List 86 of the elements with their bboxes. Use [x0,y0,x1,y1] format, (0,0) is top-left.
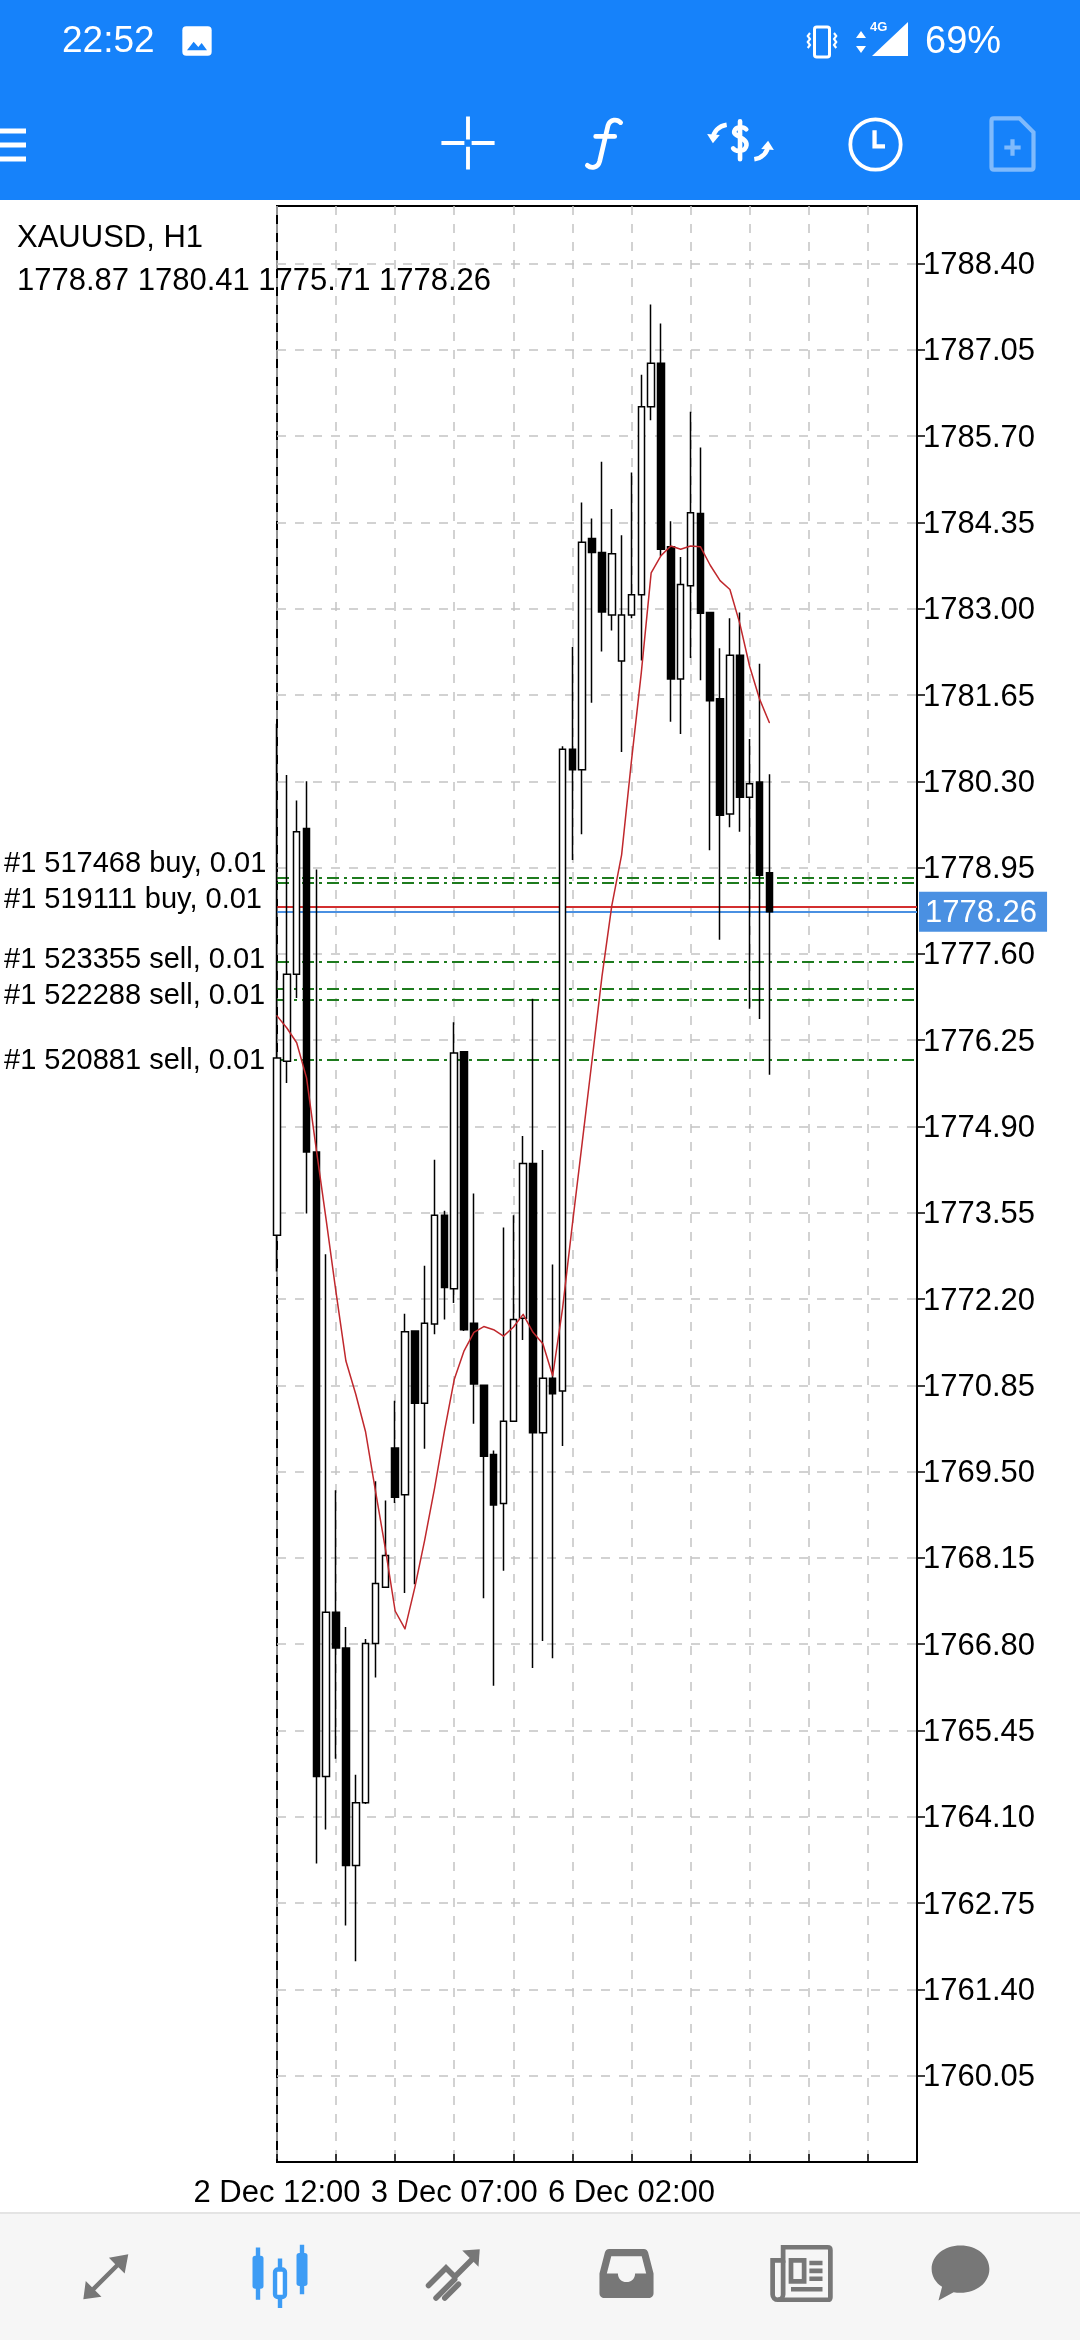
y-tick-label: 1778.95 [923,850,1036,886]
ref-line-label: #1 522288 sell, 0.01 [4,977,266,1010]
candlestick [312,868,321,1865]
candlestick [400,1313,410,1594]
x-tick-label: 6 Dec 02:00 [547,2174,716,2209]
candlestick [420,1265,429,1450]
candlestick [538,1149,548,1642]
x-tick-label: 3 Dec 07:00 [370,2174,538,2209]
candlestick [390,1399,400,1504]
candlestick [430,1158,439,1335]
candlestick [410,1330,420,1585]
y-tick-label: 1762.75 [923,1885,1036,1921]
candlestick [292,799,301,999]
candlestick [440,1210,449,1321]
y-tick-label: 1761.40 [923,1971,1036,2007]
y-tick-label: 1760.05 [923,2058,1036,2094]
candlestick [489,1449,498,1687]
ref-line-label: #1 520881 sell, 0.01 [4,1043,266,1076]
candlestick [548,1263,557,1660]
candlestick [282,774,292,1084]
candlestick [686,411,695,659]
candlestick [351,1773,361,1963]
y-tick-label: 1769.50 [923,1454,1036,1490]
y-tick-label: 1788.40 [923,246,1036,282]
candlestick [528,997,538,1669]
candlestick [765,773,774,1076]
y-tick-label: 1766.80 [923,1626,1036,1662]
y-tick-label: 1781.65 [923,677,1036,713]
chart-title: XAUUSD, H1 [17,219,204,254]
candlestick [518,1135,528,1341]
candlestick [449,1021,459,1304]
y-tick-label: 1768.15 [923,1540,1036,1576]
candlestick [479,1384,489,1599]
text: 4G [870,19,888,34]
candlestick [715,647,725,941]
x-tick-label: 2 Dec 12:00 [193,2174,361,2209]
y-tick-label: 1764.10 [923,1799,1036,1835]
candlestick [696,446,705,682]
candlestick [371,1480,380,1679]
candlestick [321,1253,331,1831]
text: 1778.87 1780.41 1775.71 1778.26 [17,262,492,297]
ref-line-label: #1 517468 buy, 0.01 [4,846,267,879]
candlestick [646,303,656,421]
candlestick [725,617,735,829]
y-tick-label: 1770.85 [923,1367,1036,1403]
candlestick [745,738,754,1010]
text: 22:52 [62,19,155,61]
candlestick [568,646,577,861]
y-tick-label: 1774.90 [923,1108,1036,1144]
candlestick [617,534,626,753]
y-tick-label: 1777.60 [923,936,1036,972]
candlestick [705,611,715,852]
candlestick [755,662,764,1020]
y-tick-label: 1780.30 [923,763,1036,799]
candlestick [302,780,311,1215]
candlestick [627,471,636,620]
y-tick-label: 1772.20 [923,1281,1036,1317]
text: 69% [925,18,1002,62]
y-tick-label: 1785.70 [923,418,1036,454]
candlestick [607,508,617,632]
candlestick [676,556,685,735]
y-tick-label: 1784.35 [923,504,1036,540]
y-tick-label: 1765.45 [923,1713,1036,1749]
candlestick [656,322,666,558]
y-tick-label: 1773.55 [923,1195,1036,1231]
line-series [276,545,771,1630]
y-tick-label: 1776.25 [923,1022,1036,1058]
candlestick [597,460,607,653]
candlestick [499,1226,508,1572]
ref-line-label: #1 523355 sell, 0.01 [4,941,266,974]
candlestick [331,1489,341,1760]
ref-line-label: #1 519111 buy, 0.01 [4,882,262,915]
candlestick [509,1214,518,1422]
y-tick-label: 1787.05 [923,332,1036,368]
candlestick [469,1192,479,1425]
candlestick [558,745,567,1447]
candlestick [341,1626,351,1927]
candlestick [637,374,646,662]
candlestick [587,517,597,704]
candlestick [361,1638,370,1805]
candlestick [666,520,676,723]
y-tick-label: 1783.00 [923,591,1036,627]
ref-line-label: 1778.26 [925,894,1038,930]
candlestick [459,1050,469,1332]
candlestick [577,501,587,836]
candlestick [735,611,745,833]
